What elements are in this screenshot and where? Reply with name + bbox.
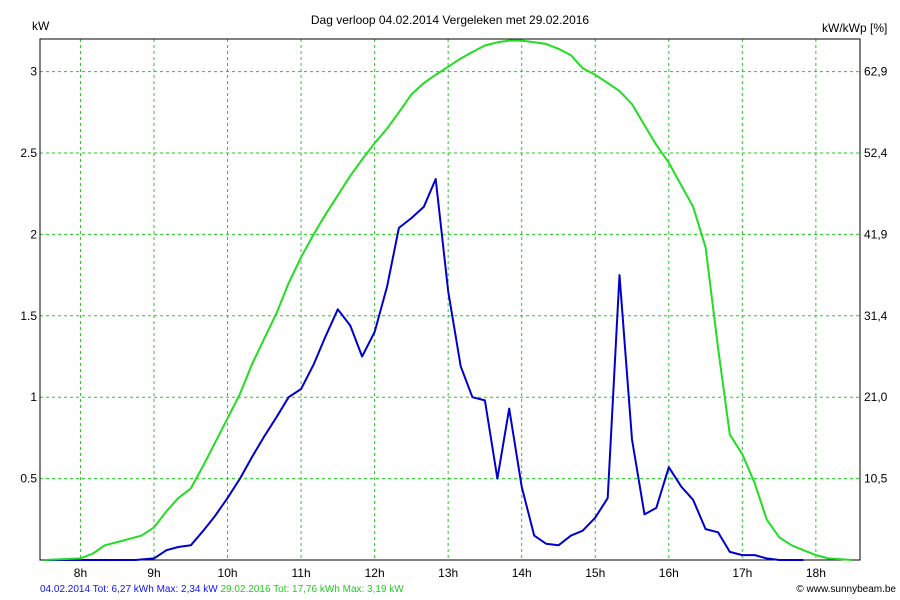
- x-tick-label: 16h: [659, 566, 679, 580]
- y2-tick-label: 31,4: [864, 309, 888, 323]
- x-tick-label: 10h: [218, 566, 238, 580]
- plot-frame: [39, 38, 861, 561]
- footer-summary: 04.02.2014 Tot: 6,27 kWh Max: 2,34 kW 29…: [40, 584, 404, 595]
- y-tick-label: 2: [30, 227, 37, 241]
- y-tick-label: 0.5: [20, 472, 37, 486]
- tick-labels: 8h 9h 10h 11h 12h 13h 14h 15h 16h 17h 18h 0.5 10,5 1 2…: [20, 65, 887, 580]
- series-line-04-02-2014: [43, 178, 804, 561]
- y-tick-label: 3: [30, 65, 37, 79]
- series-lines: [43, 39, 853, 561]
- x-tick-label: 9h: [147, 566, 160, 580]
- series-line-29-02-2016: [43, 39, 853, 561]
- y-tick-label: 1.5: [20, 309, 37, 323]
- y-axis-right-label: kW/kWp [%]: [822, 21, 887, 35]
- chart-title: Dag verloop 04.02.2014 Vergeleken met 29…: [311, 13, 590, 27]
- legend-series-2014: 04.02.2014 Tot: 6,27 kWh Max: 2,34 kW: [40, 584, 218, 595]
- y-tick-label: 2.5: [20, 146, 37, 160]
- y2-tick-label: 52,4: [864, 146, 888, 160]
- y2-tick-label: 21,0: [864, 390, 888, 404]
- x-tick-label: 15h: [585, 566, 605, 580]
- y2-tick-label: 41,9: [864, 227, 888, 241]
- y-tick-label: 1: [30, 390, 37, 404]
- x-tick-label: 8h: [74, 566, 87, 580]
- x-tick-label: 14h: [512, 566, 532, 580]
- x-tick-label: 18h: [806, 566, 826, 580]
- x-tick-label: 13h: [438, 566, 458, 580]
- x-tick-label: 11h: [292, 566, 311, 580]
- legend-series-2016: 29.02.2016 Tot: 17,76 kWh Max: 3,19 kW: [220, 584, 404, 595]
- grid: [40, 39, 860, 560]
- y2-tick-label: 62,9: [864, 65, 888, 79]
- y-axis-left-label: kW: [32, 19, 50, 33]
- axes: [39, 38, 861, 561]
- x-tick-label: 17h: [732, 566, 752, 580]
- credit-text: © www.sunnybeam.be: [796, 584, 896, 595]
- x-tick-label: 12h: [365, 566, 385, 580]
- y2-tick-label: 10,5: [864, 472, 888, 486]
